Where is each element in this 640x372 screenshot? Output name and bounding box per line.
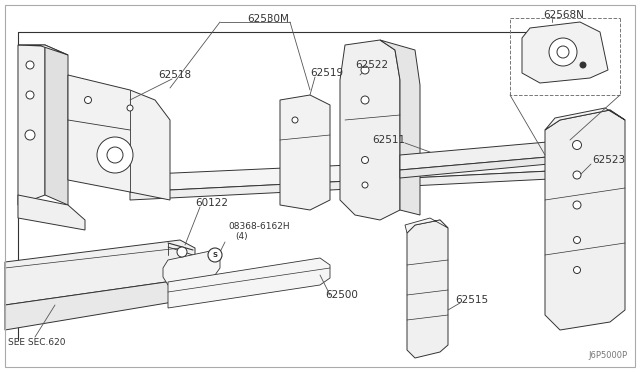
Circle shape	[549, 38, 577, 66]
Circle shape	[573, 171, 581, 179]
Circle shape	[573, 201, 581, 209]
Text: 62530M: 62530M	[247, 14, 289, 24]
Text: 62518: 62518	[158, 70, 191, 80]
Polygon shape	[405, 218, 448, 233]
Text: 62568N: 62568N	[543, 10, 584, 20]
Circle shape	[26, 91, 34, 99]
Circle shape	[26, 61, 34, 69]
Polygon shape	[280, 95, 330, 210]
Polygon shape	[380, 40, 420, 215]
Circle shape	[208, 248, 222, 262]
Polygon shape	[545, 108, 625, 130]
Circle shape	[573, 266, 580, 273]
Circle shape	[361, 66, 369, 74]
Polygon shape	[5, 240, 195, 305]
Polygon shape	[407, 220, 448, 358]
Polygon shape	[68, 75, 170, 200]
Circle shape	[362, 157, 369, 164]
Circle shape	[573, 237, 580, 244]
Text: 62515: 62515	[455, 295, 488, 305]
Polygon shape	[522, 22, 608, 83]
Polygon shape	[130, 170, 570, 200]
Circle shape	[557, 46, 569, 58]
Text: SEE SEC.620: SEE SEC.620	[8, 338, 65, 347]
Circle shape	[25, 130, 35, 140]
Polygon shape	[545, 110, 625, 330]
Text: 62523: 62523	[592, 155, 625, 165]
Circle shape	[573, 141, 582, 150]
Polygon shape	[130, 155, 570, 192]
Text: S: S	[212, 252, 218, 258]
Text: 62500: 62500	[325, 290, 358, 300]
Polygon shape	[163, 250, 220, 285]
Circle shape	[107, 147, 123, 163]
Polygon shape	[400, 140, 570, 170]
Text: 62519: 62519	[310, 68, 343, 78]
Text: 60122: 60122	[195, 198, 228, 208]
Text: 08368-6162H: 08368-6162H	[228, 222, 290, 231]
Circle shape	[292, 117, 298, 123]
Polygon shape	[168, 258, 330, 308]
Text: 62522: 62522	[355, 60, 388, 70]
Circle shape	[580, 62, 586, 68]
Text: (4): (4)	[235, 232, 248, 241]
Text: 62511: 62511	[372, 135, 405, 145]
Polygon shape	[18, 195, 85, 230]
Polygon shape	[340, 40, 400, 220]
Circle shape	[127, 105, 133, 111]
Circle shape	[177, 247, 187, 257]
Polygon shape	[400, 155, 570, 178]
Circle shape	[84, 96, 92, 103]
Text: J6P5000P: J6P5000P	[589, 351, 628, 360]
Circle shape	[97, 137, 133, 173]
Polygon shape	[5, 265, 195, 330]
Polygon shape	[18, 45, 68, 55]
Circle shape	[361, 96, 369, 104]
Polygon shape	[18, 45, 45, 205]
Circle shape	[362, 182, 368, 188]
Polygon shape	[45, 45, 68, 205]
